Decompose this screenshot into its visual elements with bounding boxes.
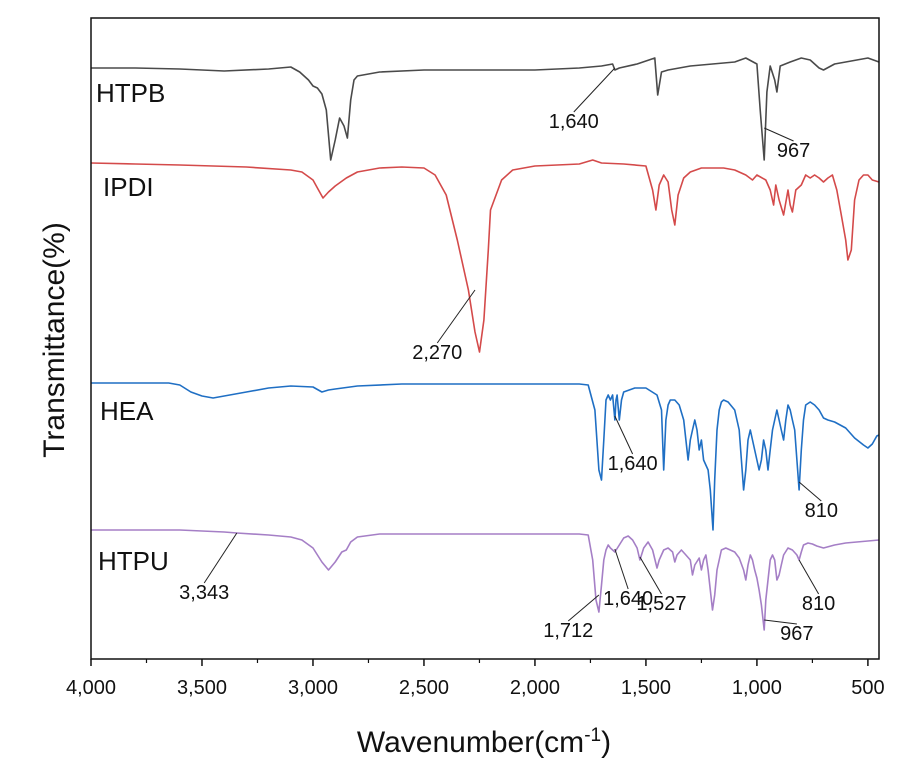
annotation-leader-10 bbox=[764, 619, 797, 625]
annotation-label-0: 1,640 bbox=[549, 111, 599, 133]
x-axis-ticks: 4,000 3,500 3,000 2,500 2,000 1,500 1,000 500 bbox=[66, 659, 885, 699]
x-tick-label-5: 1,500 bbox=[621, 677, 671, 699]
annotation-leader-4 bbox=[798, 481, 822, 502]
series-label-layer: HTPB IPDI HEA HTPU bbox=[96, 78, 169, 576]
plot-frame bbox=[90, 17, 880, 660]
series-label-htpb: HTPB bbox=[96, 78, 165, 108]
x-axis-title: Wavenumber(cm-1) bbox=[357, 725, 611, 759]
annotation-leader-0 bbox=[573, 67, 616, 113]
x-tick-label-7: 500 bbox=[851, 677, 884, 699]
series-line-htpu bbox=[91, 529, 880, 631]
x-tick-label-1: 3,500 bbox=[177, 677, 227, 699]
x-axis-title-main: Wavenumber(cm bbox=[357, 726, 584, 759]
annotation-label-1: 967 bbox=[777, 140, 810, 162]
annotation-label-3: 1,640 bbox=[608, 453, 658, 475]
x-axis-title-superscript: -1 bbox=[584, 725, 601, 746]
x-tick-label-4: 2,000 bbox=[510, 677, 560, 699]
series-line-hea bbox=[91, 382, 880, 531]
series-line-ipdi bbox=[90, 159, 880, 353]
annotation-leader-8 bbox=[798, 559, 820, 595]
annotation-leader-9 bbox=[567, 594, 600, 622]
x-tick-label-0: 4,000 bbox=[66, 677, 116, 699]
series-label-ipdi: IPDI bbox=[103, 172, 154, 202]
annotation-label-7: 1,527 bbox=[636, 593, 686, 615]
annotation-label-6: 1,640 bbox=[603, 588, 653, 610]
annotation-label-9: 1,712 bbox=[543, 620, 593, 642]
series-line-htpb bbox=[91, 57, 880, 161]
y-axis-title: Transmittance(%) bbox=[38, 222, 71, 458]
annotation-leader-2 bbox=[436, 289, 476, 344]
annotation-leader-6 bbox=[614, 548, 629, 590]
annotation-label-5: 3,343 bbox=[179, 582, 229, 604]
annotation-leader-7 bbox=[639, 556, 662, 595]
annotation-leader-5 bbox=[203, 532, 238, 584]
annotation-leader-3 bbox=[614, 415, 634, 455]
annotation-label-2: 2,270 bbox=[412, 342, 462, 364]
annotation-label-4: 810 bbox=[805, 500, 838, 522]
annotation-leader-1 bbox=[764, 127, 794, 142]
x-tick-label-2: 3,000 bbox=[288, 677, 338, 699]
series-label-hea: HEA bbox=[100, 396, 154, 426]
annotation-label-10: 967 bbox=[780, 623, 813, 645]
x-tick-label-3: 2,500 bbox=[399, 677, 449, 699]
series-label-htpu: HTPU bbox=[98, 546, 169, 576]
x-axis-title-close: ) bbox=[601, 726, 611, 759]
x-tick-label-6: 1,000 bbox=[732, 677, 782, 699]
annotation-label-8: 810 bbox=[802, 593, 835, 615]
series-layer bbox=[90, 57, 880, 631]
